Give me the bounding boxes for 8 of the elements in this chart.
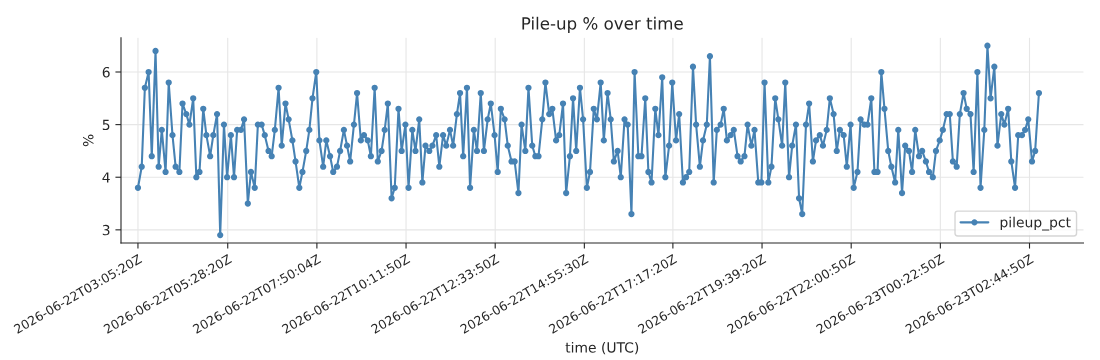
y-tick-label: 6 <box>102 66 110 78</box>
y-tick-label: 4 <box>102 172 110 183</box>
legend-label: pileup_pct <box>1000 216 1071 231</box>
y-axis-title: % <box>82 134 94 147</box>
x-axis-title: time (UTC) <box>565 341 639 355</box>
y-tick-label: 3 <box>102 224 110 236</box>
chart-title: Pile-up % over time <box>522 16 683 33</box>
y-tick-label: 5 <box>102 119 110 131</box>
